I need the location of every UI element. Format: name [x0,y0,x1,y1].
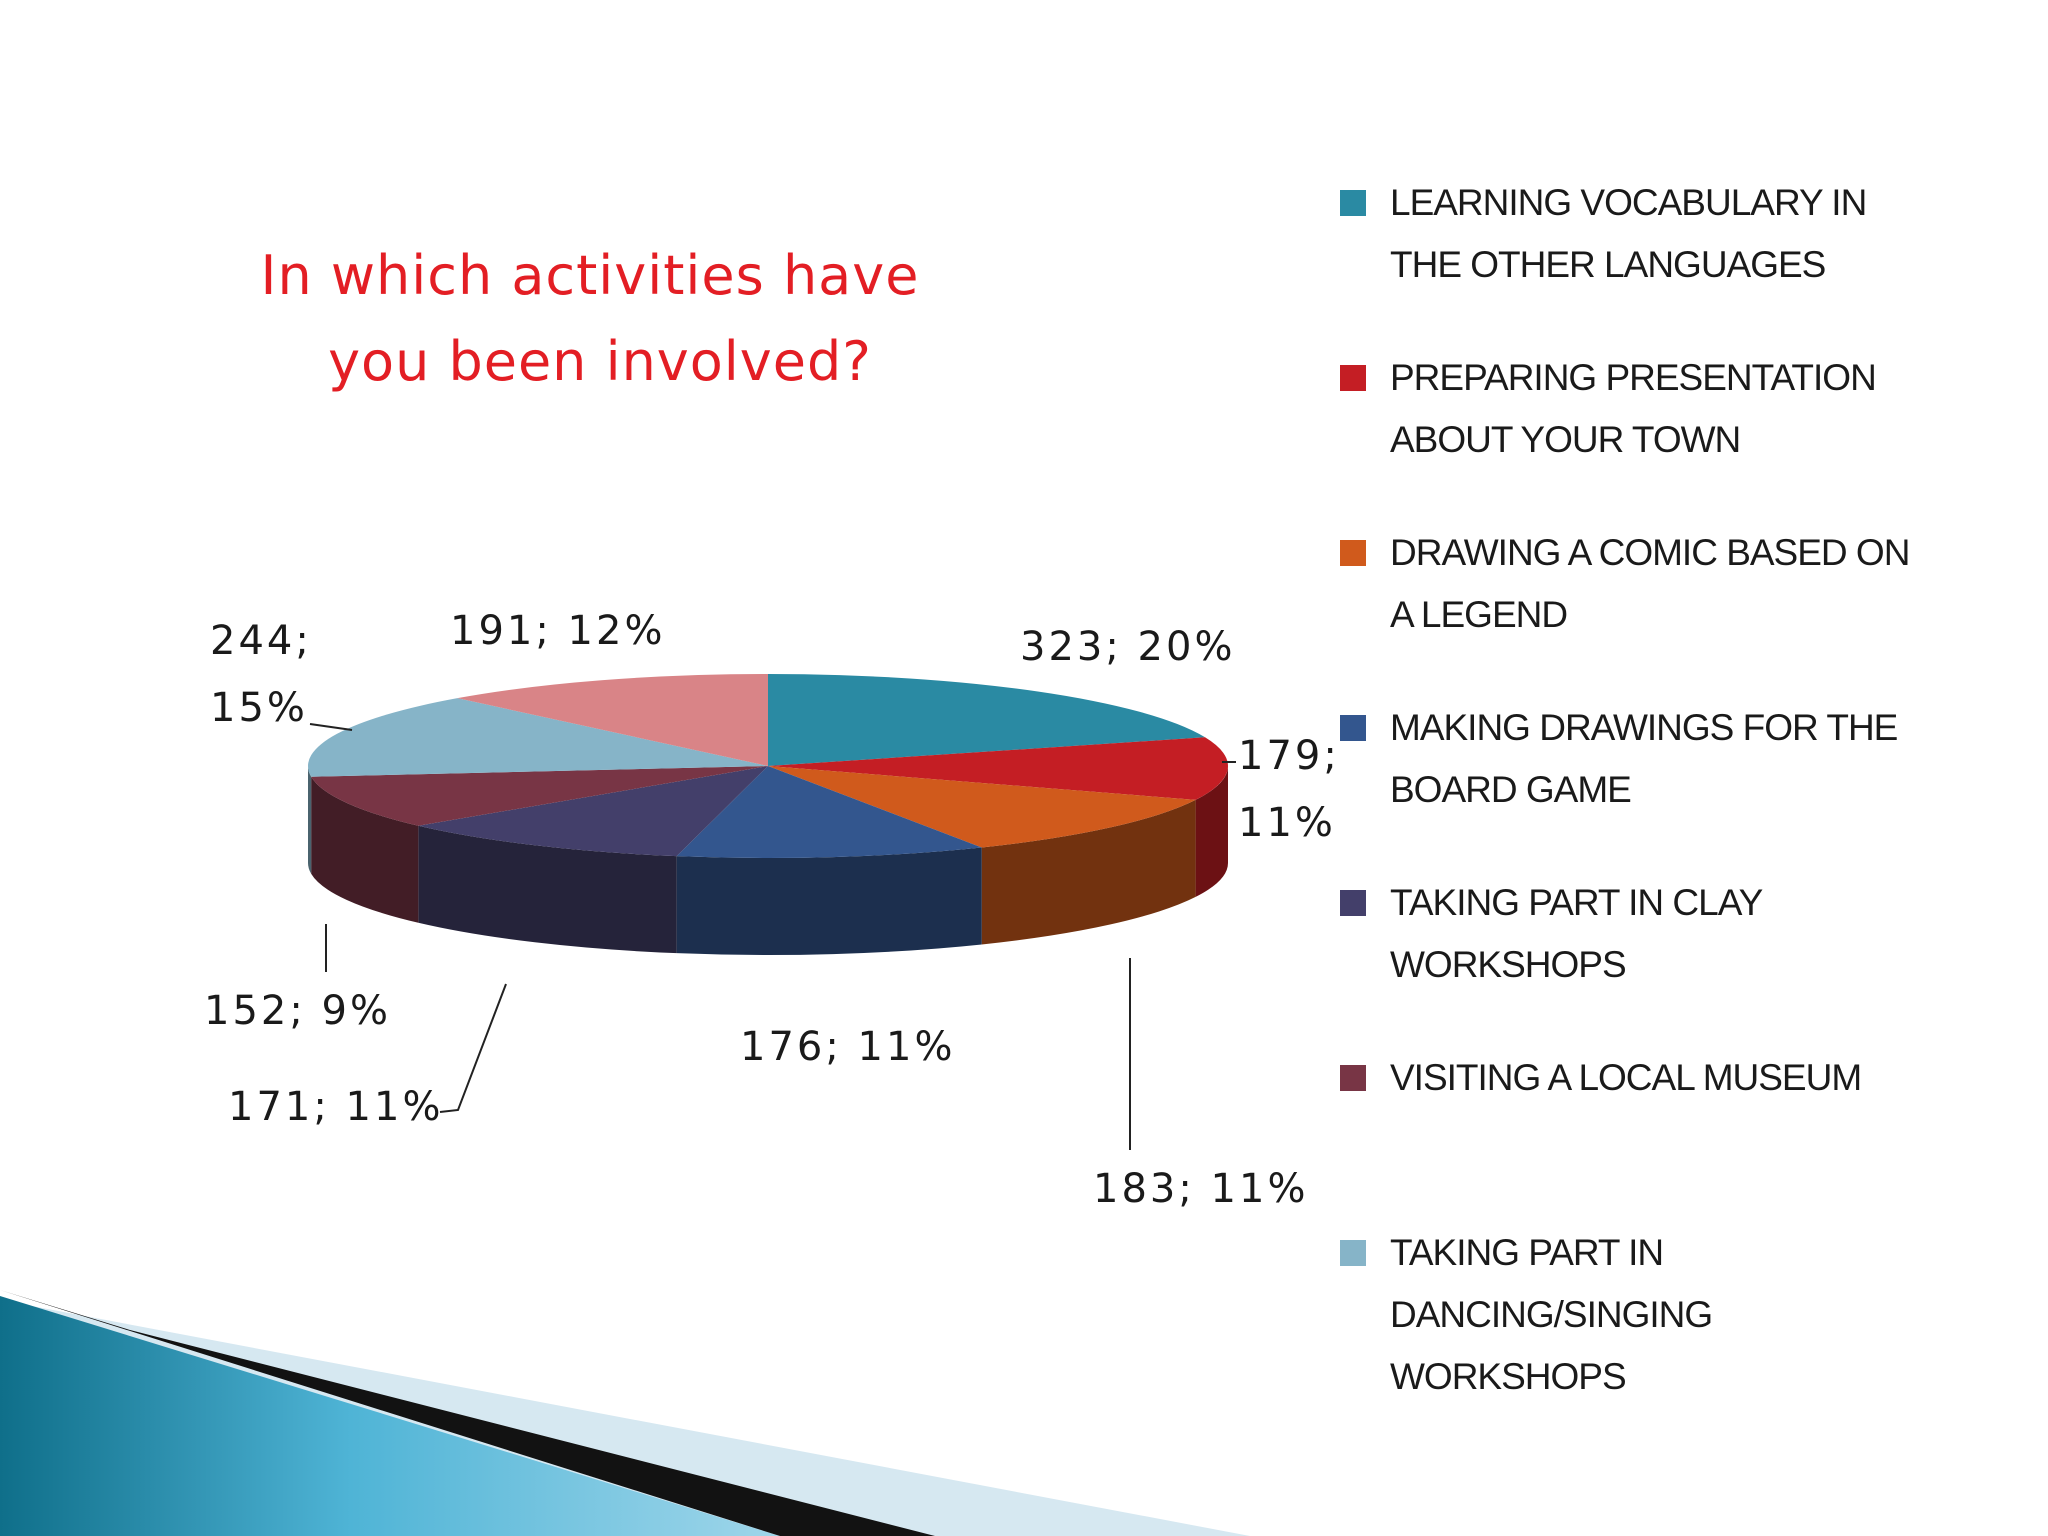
legend-label-2-line-0: DRAWING A COMIC BASED ON [1390,532,1910,573]
data-label-5: 152; 9% [204,988,391,1034]
pie-slice-1 [768,737,1229,800]
decor-teal-band [0,1296,780,1536]
leader-line-6 [309,723,353,731]
data-label-7-line-0: 191; 12% [450,608,665,654]
legend-label-5: VISITING A LOCAL MUSEUM [1390,1047,2010,1109]
chart-title-line-1: In which activities have [260,244,920,307]
pie-slice-0 [768,674,1206,766]
legend-swatch-0 [1340,190,1366,216]
data-label-2: 183; 11% [1093,1166,1308,1212]
legend-swatch-4 [1340,890,1366,916]
legend-label-3: MAKING DRAWINGS FOR THE BOARD GAME [1390,697,2010,821]
legend-label-6-line-0: TAKING PART IN [1390,1232,1664,1273]
data-label-4-line-0: 171; 11% [228,1084,443,1130]
legend-label-4-line-0: TAKING PART IN CLAY [1390,882,1763,923]
pie-side-walls [308,766,1228,955]
data-label-7: 191; 12% [450,608,665,654]
pie-side-2 [981,799,1196,945]
legend-label-3-line-1: BOARD GAME [1390,769,1632,810]
data-label-1: 179; 11% [1238,733,1340,846]
legend-label-2-line-1: A LEGEND [1390,594,1568,635]
pie-slice-6 [308,698,768,777]
legend-label-0-line-0: LEARNING VOCABULARY IN [1390,182,1867,223]
legend-label-3-line-0: MAKING DRAWINGS FOR THE [1390,707,1898,748]
data-label-1-line-0: 179; [1238,733,1340,779]
pie-slice-2 [768,766,1196,848]
data-labels: 323; 20% 179; 11% 183; 11% 176; 11% 171; 11% 1… [204,608,1340,1212]
data-label-3: 176; 11% [740,1024,955,1070]
legend-label-5-line-0: VISITING A LOCAL MUSEUM [1390,1057,1862,1098]
data-label-6-line-1: 15% [210,685,308,731]
legend-swatch-6 [1340,1240,1366,1266]
leader-line-4 [439,983,507,1113]
data-label-6: 244; 15% [210,618,312,731]
legend-swatch-5 [1340,1065,1366,1091]
legend-label-0-line-1: THE OTHER LANGUAGES [1390,244,1826,285]
legend-label-2: DRAWING A COMIC BASED ON A LEGEND [1390,522,2010,646]
legend-label-4-line-1: WORKSHOPS [1390,944,1627,985]
pie-side-5 [311,776,419,923]
legend-label-1-line-0: PREPARING PRESENTATION [1390,357,1877,398]
legend-label-6-line-2: WORKSHOPS [1390,1356,1627,1397]
data-label-3-line-0: 176; 11% [740,1024,955,1070]
chart-title-line-2: you been involved? [328,330,872,393]
pie-slice-5 [311,766,768,826]
data-label-5-line-0: 152; 9% [204,988,391,1034]
pie-side-3 [676,847,982,955]
legend-label-1-line-1: ABOUT YOUR TOWN [1390,419,1741,460]
legend-label-6: TAKING PART IN DANCING/SINGING WORKSHOPS [1390,1222,2010,1408]
legend-label-0: LEARNING VOCABULARY IN THE OTHER LANGUAGE… [1390,172,2010,296]
data-label-4: 171; 11% [228,1084,443,1130]
pie-top-faces [308,674,1229,858]
legend-swatch-2 [1340,540,1366,566]
pie-side-6 [308,766,312,874]
pie-slice-3 [676,766,982,858]
legend-label-4: TAKING PART IN CLAY WORKSHOPS [1390,872,2010,996]
legend-swatch-3 [1340,715,1366,741]
legend-label-1: PREPARING PRESENTATION ABOUT YOUR TOWN [1390,347,2010,471]
legend-swatch-1 [1340,365,1366,391]
data-label-0: 323; 20% [1020,624,1235,670]
legend-label-6-line-1: DANCING/SINGING [1390,1294,1713,1335]
data-label-2-line-0: 183; 11% [1093,1166,1308,1212]
data-label-0-line-0: 323; 20% [1020,624,1235,670]
pie-side-1 [1195,766,1228,897]
data-label-6-line-0: 244; [210,618,312,664]
pie-side-4 [418,825,677,954]
data-label-1-line-1: 11% [1238,800,1336,846]
pie-slice-4 [418,766,768,857]
pie-slice-7 [457,674,768,766]
